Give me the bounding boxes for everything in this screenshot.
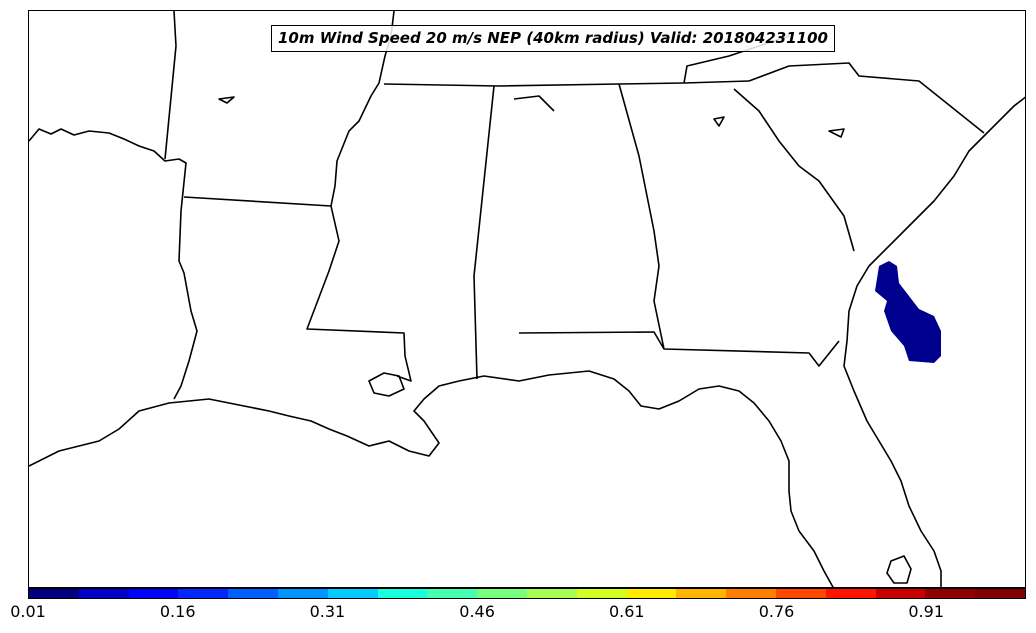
colorbar-tick-label: 0.01 (10, 602, 46, 621)
louisiana-delta (328, 380, 460, 457)
lake-seminole (713, 116, 725, 127)
gulf-coast-west (29, 398, 330, 467)
arkansas-lake (218, 96, 235, 104)
colorbar-segment (925, 589, 976, 598)
colorbar (28, 588, 1026, 599)
mississippi-alabama-border (473, 85, 495, 380)
lake-okeechobee (886, 555, 912, 584)
lake-marion (828, 128, 845, 138)
oklahoma-border (164, 11, 177, 160)
colorbar-segment (676, 589, 727, 598)
guntersville-lake (513, 95, 555, 112)
colorbar-segment (875, 589, 926, 598)
colorbar-segment (327, 589, 378, 598)
colorbar-segment (477, 589, 527, 598)
colorbar-tick-label: 0.76 (758, 602, 795, 621)
florida-panhandle-border (518, 331, 840, 367)
basemap (29, 11, 1025, 587)
colorbar-segment (775, 589, 826, 598)
colorbar-segment (178, 589, 229, 598)
colorbar-segment (825, 589, 876, 598)
colorbar-segment (626, 589, 677, 598)
colorbar-segment (228, 589, 278, 598)
atlantic-coast-florida (843, 265, 942, 587)
colorbar-segment (377, 589, 428, 598)
colorbar-segment (726, 589, 776, 598)
louisiana-east-border (306, 205, 412, 382)
atlantic-coast-carolinas (868, 96, 1025, 267)
colorbar-tick-label: 0.16 (159, 602, 196, 621)
colorbar-segment (29, 589, 79, 598)
lake-pontchartrain (368, 372, 405, 397)
colorbar-segment (128, 589, 179, 598)
probability-area (875, 261, 941, 363)
map-title: 10m Wind Speed 20 m/s NEP (40km radius) … (271, 25, 835, 52)
arkansas-louisiana-border (183, 196, 332, 207)
colorbar-segment (277, 589, 328, 598)
texas-coastline (29, 128, 198, 400)
colorbar-tick-label: 0.46 (459, 602, 495, 621)
nc-sc-border (748, 62, 985, 134)
colorbar-segment (526, 589, 577, 598)
colorbar-tick-label: 0.91 (908, 602, 944, 621)
colorbar-segment (427, 589, 478, 598)
colorbar-tick-label: 0.61 (608, 602, 645, 621)
tennessee-south-border (383, 80, 750, 87)
georgia-sc-border (733, 88, 855, 252)
colorbar-segment (975, 589, 1025, 598)
colorbar-segment (576, 589, 627, 598)
gulf-coast-central (458, 370, 834, 587)
colorbar-segment (78, 589, 129, 598)
map-panel: 10m Wind Speed 20 m/s NEP (40km radius) … (28, 10, 1026, 588)
alabama-georgia-border (618, 83, 665, 350)
colorbar-tick-label: 0.31 (309, 602, 346, 621)
